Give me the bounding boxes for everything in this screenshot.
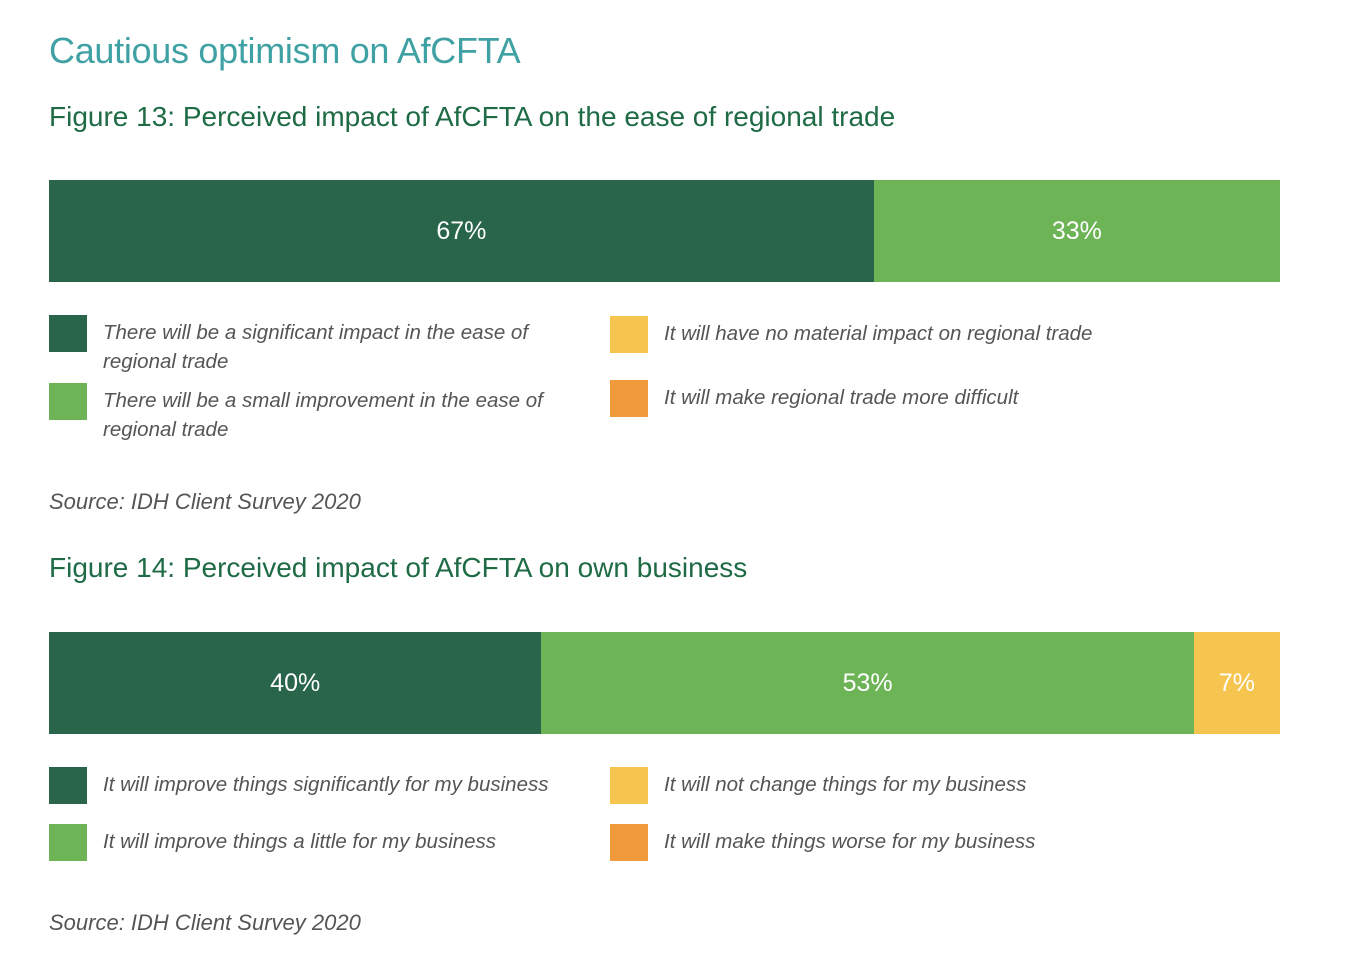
- figure-14-bar-segment-2: [1193, 632, 1280, 734]
- figure-14-stacked-bar: 40% 53% 7%: [49, 632, 1280, 734]
- figure-14-bar-segment-1: [541, 632, 1194, 734]
- figure-14-data-label-1: 53%: [842, 668, 893, 697]
- legend-label: It will make regional trade more difficu…: [664, 386, 1019, 409]
- figure-14-data-label-2: 7%: [1218, 668, 1255, 697]
- legend-swatch-orange: [610, 380, 648, 417]
- legend-swatch-yellow: [610, 767, 648, 804]
- legend-swatch-light-green: [49, 383, 87, 420]
- figure-14-data-label-0: 40%: [270, 668, 321, 697]
- legend-label: It will improve things a little for my b…: [103, 830, 497, 853]
- legend-label: There will be a significant impact in th…: [103, 321, 529, 373]
- figure-13-bar-segment-0: [49, 180, 874, 282]
- figure-14-bar-segment-0: [49, 632, 542, 734]
- figure-13-stacked-bar: 67% 33%: [49, 180, 1280, 282]
- figure-13-bar-segment-1: [873, 180, 1280, 282]
- legend-swatch-dark-green: [49, 767, 87, 804]
- legend-swatch-yellow: [610, 316, 648, 353]
- figure-13-title: Figure 13: Perceived impact of AfCFTA on…: [49, 101, 896, 132]
- legend-label: There will be a small improvement in the…: [103, 389, 543, 441]
- legend-label: It will improve things significantly for…: [103, 773, 549, 796]
- legend-swatch-dark-green: [49, 315, 87, 352]
- legend-swatch-light-green: [49, 824, 87, 861]
- legend-swatch-orange: [610, 824, 648, 861]
- legend-label: It will make things worse for my busines…: [664, 830, 1036, 853]
- figure-13-data-label-0: 67%: [436, 216, 487, 245]
- legend-label: It will not change things for my busines…: [664, 773, 1027, 796]
- figure-14-source: Source: IDH Client Survey 2020: [49, 910, 361, 935]
- page-title: Cautious optimism on AfCFTA: [49, 30, 521, 71]
- figure-14-title: Figure 14: Perceived impact of AfCFTA on…: [49, 552, 748, 583]
- legend-label: It will have no material impact on regio…: [664, 322, 1093, 345]
- figure-13-source: Source: IDH Client Survey 2020: [49, 489, 361, 514]
- figure-13-data-label-1: 33%: [1051, 216, 1102, 245]
